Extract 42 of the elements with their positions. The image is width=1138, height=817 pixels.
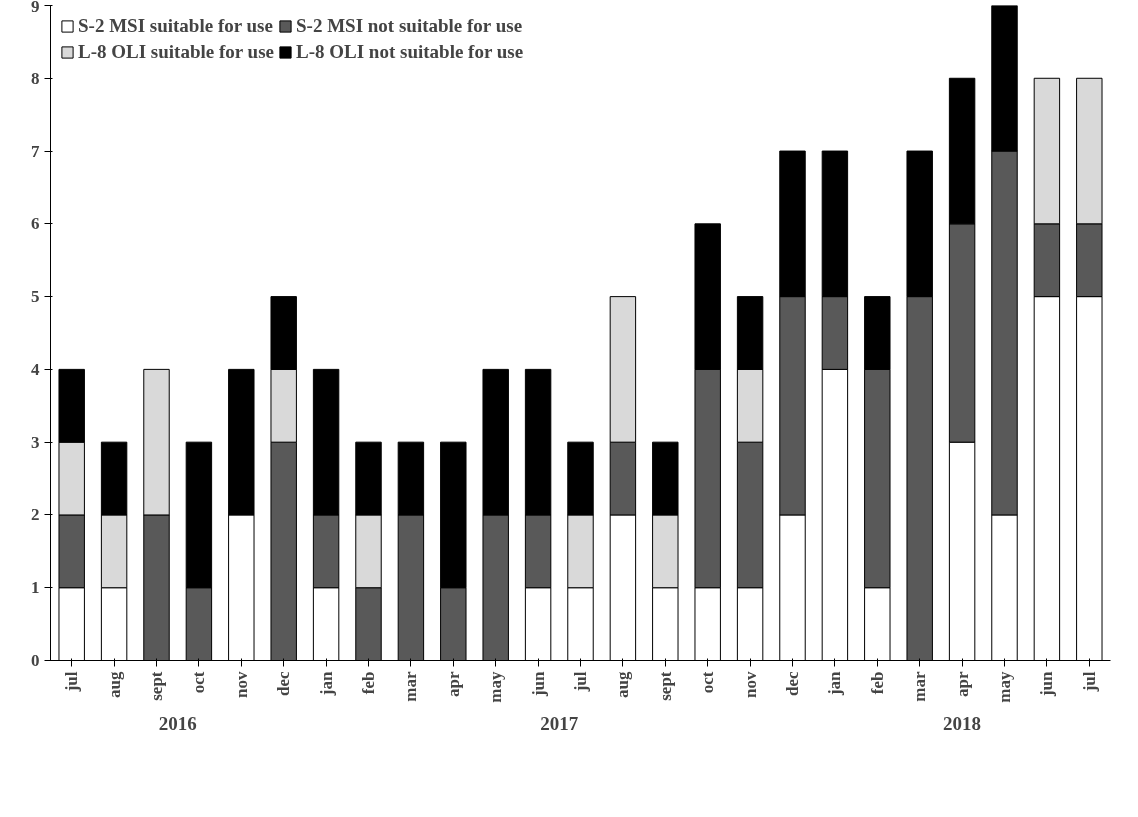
x-tick-label: jul [571, 671, 590, 693]
x-tick-label: may [995, 671, 1014, 703]
x-tick-label: jul [1079, 671, 1099, 693]
x-tick-label: jun [528, 670, 548, 698]
x-tick-label: sept [655, 671, 675, 701]
legend-label: L-8 OLI not suitable for use [296, 41, 524, 63]
x-tick-label: jan [825, 670, 845, 697]
x-tick-label: mar [910, 671, 930, 702]
x-tick-label: dec [274, 671, 294, 697]
y-tick-label: 2 [31, 505, 40, 525]
x-tick-label: nov [740, 671, 760, 698]
text: 2017 [540, 712, 579, 734]
x-tick-label: oct [189, 671, 209, 694]
x-tick-label: jul [62, 671, 82, 693]
x-tick-label: dec [783, 671, 802, 697]
y-tick-label: 7 [31, 141, 40, 161]
x-tick-label: jan [316, 670, 336, 697]
x-tick-label: nov [231, 671, 251, 698]
y-tick-label: 8 [31, 68, 40, 88]
y-tick-label: 6 [31, 214, 40, 234]
x-tick-label: aug [104, 671, 124, 698]
x-tick-label: may [486, 671, 506, 703]
x-tick-label: feb [359, 671, 378, 695]
legend-label: L-8 OLI suitable for use [78, 41, 275, 63]
text: 2018 [943, 712, 982, 734]
x-tick-label: apr [952, 671, 972, 697]
x-tick-label: aug [613, 671, 633, 698]
y-tick-label: 5 [31, 287, 40, 307]
x-tick-label: sept [147, 671, 166, 701]
x-tick-label: oct [698, 671, 718, 694]
legend-label: S-2 MSI suitable for use [78, 15, 273, 37]
x-tick-label: feb [867, 671, 887, 695]
text: 2016 [158, 712, 197, 734]
y-tick-label: 4 [31, 359, 40, 379]
x-tick-label: apr [443, 671, 463, 697]
y-tick-label: 9 [31, 0, 40, 16]
x-tick-label: mar [401, 671, 421, 702]
y-tick-label: 1 [31, 578, 40, 598]
y-tick-label: 0 [31, 651, 40, 670]
x-tick-label: jun [1037, 670, 1057, 698]
legend-label: S-2 MSI not suitable for use [296, 15, 523, 37]
y-tick-label: 3 [31, 432, 40, 452]
